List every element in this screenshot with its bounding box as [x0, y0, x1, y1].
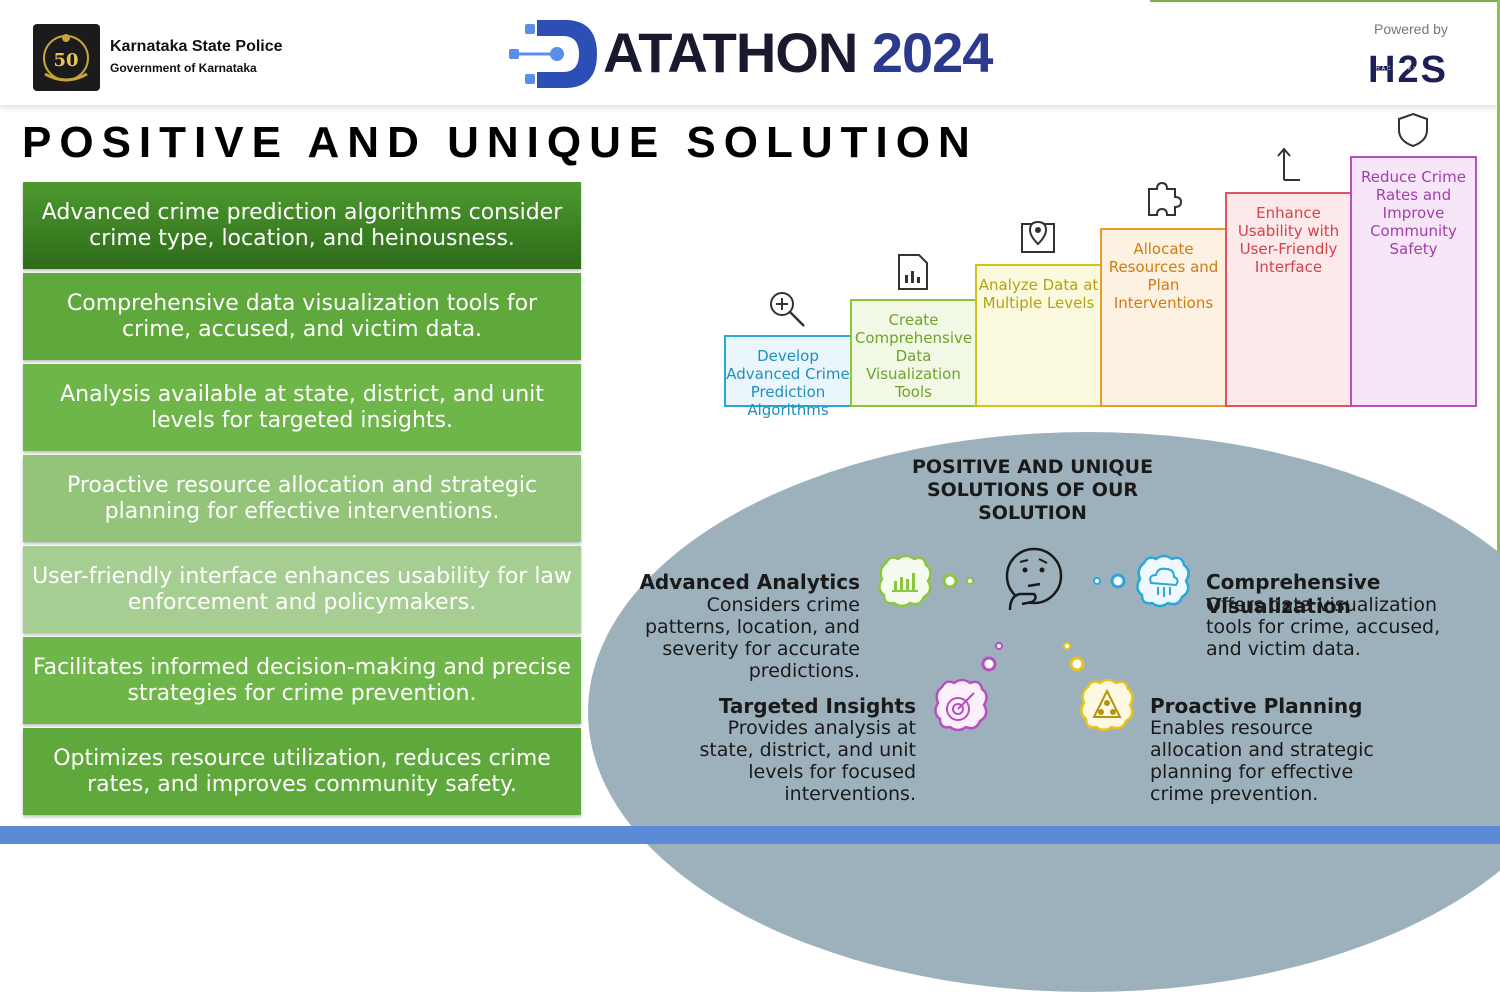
arrow-up-icon: [1277, 147, 1300, 181]
step-reduce-crime: Reduce Crime Rates and Improve Community…: [1350, 156, 1477, 407]
solution-item: Proactive resource allocation and strate…: [23, 455, 581, 542]
step-label: Reduce Crime Rates and Improve Community…: [1361, 168, 1466, 258]
datathon-d-logo-icon: [509, 20, 597, 88]
solution-item: Facilitates informed decision-making and…: [23, 637, 581, 724]
shield-icon: [1398, 112, 1428, 148]
step-analyze-levels: Analyze Data at Multiple Levels: [975, 264, 1102, 407]
magnifier-plus-icon: [770, 292, 805, 327]
step-develop-algorithms: Develop Advanced Crime Prediction Algori…: [724, 335, 852, 419]
step-visualization-tools: Create Comprehensive Data Visualization …: [850, 299, 977, 407]
step-allocate-resources: Allocate Resources and Plan Intervention…: [1100, 228, 1227, 407]
feature-text-comprehensive-visualization: Offers data visualization tools for crim…: [1206, 594, 1441, 660]
step-enhance-usability: Enhance Usability with User-Friendly Int…: [1225, 192, 1352, 407]
header-bar: [0, 0, 1500, 105]
org-subtitle: Government of Karnataka: [110, 61, 257, 75]
step-label: Allocate Resources and Plan Intervention…: [1108, 240, 1219, 312]
police-logo: 50: [33, 24, 100, 91]
logo-numeral: 50: [53, 50, 78, 71]
right-accent-strip: [1497, 0, 1500, 826]
feature-heading-comprehensive-visualization: Comprehensive Visualization: [1206, 570, 1381, 618]
step-label: Enhance Usability with User-Friendly Int…: [1237, 204, 1340, 276]
solution-list: Advanced crime prediction algorithms con…: [23, 182, 581, 819]
planning-icon: [1080, 678, 1134, 732]
solution-item: Comprehensive data visualization tools f…: [23, 273, 581, 360]
solution-item: Optimizes resource utilization, reduces …: [23, 728, 581, 815]
feature-text-proactive-planning: Enables resource allocation and strategi…: [1150, 717, 1374, 805]
event-title: ATATHON 2024: [603, 21, 994, 84]
chart-document-icon: [898, 254, 928, 290]
feature-text-targeted-insights: Provides analysis at state, district, an…: [699, 717, 916, 805]
puzzle-icon: [1148, 181, 1183, 216]
powered-by-label: Powered by: [1374, 21, 1448, 37]
solution-item: User-friendly interface enhances usabili…: [23, 546, 581, 633]
event-title-main: ATATHON: [603, 21, 858, 84]
solution-item: Advanced crime prediction algorithms con…: [23, 182, 581, 269]
accent-line: [1150, 0, 1500, 2]
event-title-year: 2024: [871, 21, 994, 84]
step-label: Develop Advanced Crime Prediction Algori…: [726, 347, 850, 419]
target-icon: [934, 678, 988, 732]
feature-heading-proactive-planning: Proactive Planning: [1150, 694, 1363, 718]
org-name: Karnataka State Police: [110, 38, 283, 55]
sponsor-logo: H2S: [1368, 49, 1448, 91]
feature-text-advanced-analytics: Considers crime patterns, location, and …: [644, 594, 860, 682]
cloud-icon: [1136, 554, 1190, 608]
thinking-face-icon: [1005, 547, 1063, 611]
bubble-title: POSITIVE AND UNIQUE SOLUTIONS OF OUR SOL…: [911, 456, 1154, 524]
solution-item: Analysis available at state, district, a…: [23, 364, 581, 451]
step-label: Create Comprehensive Data Visualization …: [854, 311, 973, 401]
feature-heading-advanced-analytics: Advanced Analytics: [639, 570, 860, 594]
footer-bar: [0, 826, 1500, 844]
step-label: Analyze Data at Multiple Levels: [978, 276, 1099, 312]
thought-dots: [942, 573, 1126, 672]
sponsor-subtext: HACK2SKILL: [1376, 66, 1427, 72]
slide-title: POSITIVE AND UNIQUE SOLUTION: [22, 118, 978, 167]
bar-chart-icon: [878, 554, 932, 608]
map-pin-icon: [1021, 220, 1055, 253]
feature-heading-targeted-insights: Targeted Insights: [718, 694, 916, 718]
